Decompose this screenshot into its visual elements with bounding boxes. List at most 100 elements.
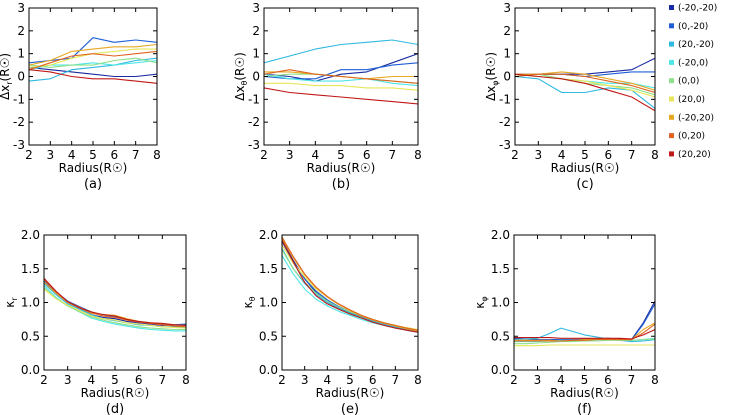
y-axis-title-main: κ [3, 301, 17, 308]
x-tick-label: 4 [312, 148, 320, 162]
y-axis-title: κθ [241, 296, 257, 308]
series-line-(-20,-20) [29, 66, 157, 78]
series-line-(20,0) [44, 288, 186, 329]
y-tick-label: 2 [17, 24, 25, 38]
y-tick-label: 2.0 [259, 228, 278, 242]
y-tick-label: 2 [252, 24, 260, 38]
panel-e: 2 3 4 5 6 7 8 0.0 0.5 1.0 1.5 2.0 Radius(R☉) (e) κθ [241, 228, 422, 415]
series-line-(20,0) [514, 344, 655, 347]
x-tick-label: 4 [558, 148, 566, 162]
y-axis-title: Δxr(R☉) [0, 53, 14, 100]
y-tick-label: 1 [503, 47, 511, 61]
y-tick-label: 3 [252, 1, 260, 15]
series-line-(20,-20) [514, 327, 655, 343]
x-axis-title: Radius(R☉) [550, 386, 619, 400]
series-line-(20,0) [264, 82, 418, 91]
x-tick-label: 6 [111, 148, 119, 162]
series-group [514, 300, 655, 347]
x-tick-label: 3 [301, 373, 309, 387]
y-tick-label: -2 [499, 115, 511, 129]
panel-label: (c) [576, 177, 593, 192]
x-tick-label: 2 [511, 148, 519, 162]
y-tick-label: 1.0 [491, 296, 510, 310]
x-tick-label: 3 [64, 373, 72, 387]
series-line-(20,-20) [264, 39, 418, 64]
axes-frame [513, 234, 656, 371]
x-tick-label: 6 [605, 148, 613, 162]
series-group [515, 57, 655, 112]
y-tick-label: 2.0 [491, 228, 510, 242]
legend-label: (-20,20) [678, 113, 714, 123]
y-axis-title-main: Δx [0, 85, 12, 100]
panel-b: 2 3 4 5 6 7 8 -3 -2 -1 0 1 2 3 Radius(R☉) (b) Δxθ(R☉) [233, 1, 422, 192]
x-tick-label: 5 [89, 148, 97, 162]
series-line-(20,0) [282, 244, 418, 331]
y-axis-title-sub: r [5, 81, 14, 85]
series-line-(0,20) [514, 323, 655, 342]
x-tick-label: 3 [286, 148, 294, 162]
legend-swatch [669, 41, 674, 47]
legend-swatch [669, 133, 674, 139]
y-tick-label: 1.5 [21, 262, 40, 276]
y-axis-title-sub: θ [248, 296, 257, 301]
x-tick-label: 3 [47, 148, 55, 162]
y-axis-title: Δxφ(R☉) [484, 52, 500, 101]
x-tick-label: 3 [535, 148, 543, 162]
y-tick-label: 0 [252, 70, 260, 84]
legend-label: (20,20) [678, 150, 711, 160]
y-tick-label: -3 [248, 138, 260, 152]
x-tick-label: 6 [604, 373, 612, 387]
x-axis-title: Radius(R☉) [59, 161, 128, 175]
legend-swatch [669, 23, 674, 29]
legend-swatch [669, 78, 674, 84]
series-line-(20,-20) [29, 57, 157, 82]
y-tick-label: 0.0 [21, 363, 40, 377]
legend-swatch [669, 151, 674, 157]
y-axis-title-sub: θ [240, 81, 249, 86]
x-tick-label: 5 [581, 148, 589, 162]
y-tick-label: 3 [503, 1, 511, 15]
y-tick-label: 0.0 [491, 363, 510, 377]
x-tick-label: 8 [651, 148, 659, 162]
series-group [44, 277, 186, 332]
legend-swatch [669, 96, 674, 102]
y-axis-title-unit: (R☉) [233, 52, 247, 80]
x-tick-label: 6 [135, 373, 143, 387]
legend-label: (0,0) [678, 77, 699, 87]
y-axis-title-sub: φ [491, 80, 500, 85]
legend-label: (0,-20) [678, 22, 708, 32]
y-tick-label: 1.0 [259, 296, 278, 310]
x-axis-title: Radius(R☉) [316, 386, 385, 400]
y-tick-label: 1 [17, 47, 25, 61]
panel-label: (f) [577, 402, 592, 415]
y-tick-label: 1.5 [491, 262, 510, 276]
series-line-(20,0) [515, 73, 655, 98]
axes-frame [281, 234, 419, 371]
x-axis-title: Radius(R☉) [551, 161, 620, 175]
x-tick-label: 8 [414, 373, 422, 387]
x-axis-title: Radius(R☉) [307, 161, 376, 175]
series-line-(20,20) [514, 329, 655, 340]
series-line-(-20,20) [264, 71, 418, 80]
y-tick-label: 3 [17, 1, 25, 15]
x-tick-label: 4 [68, 148, 76, 162]
x-tick-label: 8 [153, 148, 161, 162]
y-tick-label: -3 [499, 138, 511, 152]
y-tick-label: -3 [13, 138, 25, 152]
x-tick-label: 3 [534, 373, 542, 387]
y-axis-title-sub: φ [480, 296, 489, 301]
x-axis-title: Radius(R☉) [81, 386, 150, 400]
panel-f: 2 3 4 5 6 7 8 0.0 0.5 1.0 1.5 2.0 Radius(R☉) (f) κφ [473, 228, 659, 415]
legend-label: (-20,0) [678, 58, 708, 68]
panel-d: 2 3 4 5 6 7 8 0.0 0.5 1.0 1.5 2.0 Radius(R☉) (d) κr [3, 228, 190, 415]
legend: (-20,-20) (0,-20) (20,-20) (-20,0) (0,0) (20,… [669, 4, 717, 160]
series-line-(0,20) [264, 69, 418, 84]
y-tick-label: 1 [252, 47, 260, 61]
series-line-(0,20) [282, 236, 418, 331]
y-tick-label: 0.5 [491, 329, 510, 343]
series-line-(0,0) [29, 57, 157, 68]
series-line-(0,20) [515, 73, 655, 94]
x-tick-label: 4 [324, 373, 332, 387]
y-axis-title-main: κ [241, 301, 255, 308]
